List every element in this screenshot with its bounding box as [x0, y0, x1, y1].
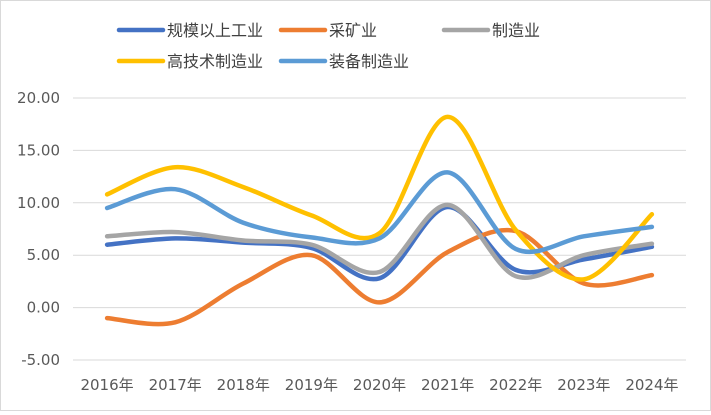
- legend-label: 采矿业: [329, 21, 377, 40]
- x-axis: 2016年 2017年 2018年 2019年 2020年 2021年 2022年 2023年…: [80, 376, 678, 394]
- x-tick-label: 2016年: [80, 376, 133, 394]
- x-tick-label: 2018年: [217, 376, 270, 394]
- legend-label: 高技术制造业: [167, 52, 263, 71]
- legend-label: 制造业: [492, 21, 540, 40]
- legend-item: 规模以上工业: [116, 21, 263, 40]
- y-axis: -5.00 0.00 5.00 10.00 15.00 20.00: [17, 89, 60, 369]
- series-lines: [104, 114, 655, 327]
- x-tick-label: 2024年: [625, 376, 678, 394]
- y-tick-label: 10.00: [17, 194, 60, 212]
- x-tick-label: 2021年: [421, 376, 474, 394]
- legend-item: 高技术制造业: [116, 52, 263, 71]
- gridlines: [73, 97, 686, 361]
- series-line: [104, 114, 655, 282]
- series-line: [104, 227, 655, 327]
- legend-item: 采矿业: [278, 21, 377, 40]
- x-tick-label: 2019年: [285, 376, 338, 394]
- y-tick-label: 5.00: [27, 246, 60, 264]
- legend-item: 装备制造业: [278, 52, 409, 71]
- y-tick-label: 15.00: [17, 141, 60, 159]
- y-tick-label: 0.00: [27, 299, 60, 317]
- x-tick-label: 2022年: [489, 376, 542, 394]
- series-line: [104, 202, 655, 281]
- x-tick-label: 2020年: [353, 376, 406, 394]
- x-tick-label: 2023年: [557, 376, 610, 394]
- x-tick-label: 2017年: [149, 376, 202, 394]
- legend-label: 规模以上工业: [167, 21, 263, 40]
- y-tick-label: -5.00: [21, 351, 60, 369]
- series-line: [104, 204, 655, 282]
- series-line: [104, 170, 655, 255]
- y-tick-label: 20.00: [17, 89, 60, 107]
- legend-item: 制造业: [441, 21, 540, 40]
- legend-label: 装备制造业: [329, 52, 409, 71]
